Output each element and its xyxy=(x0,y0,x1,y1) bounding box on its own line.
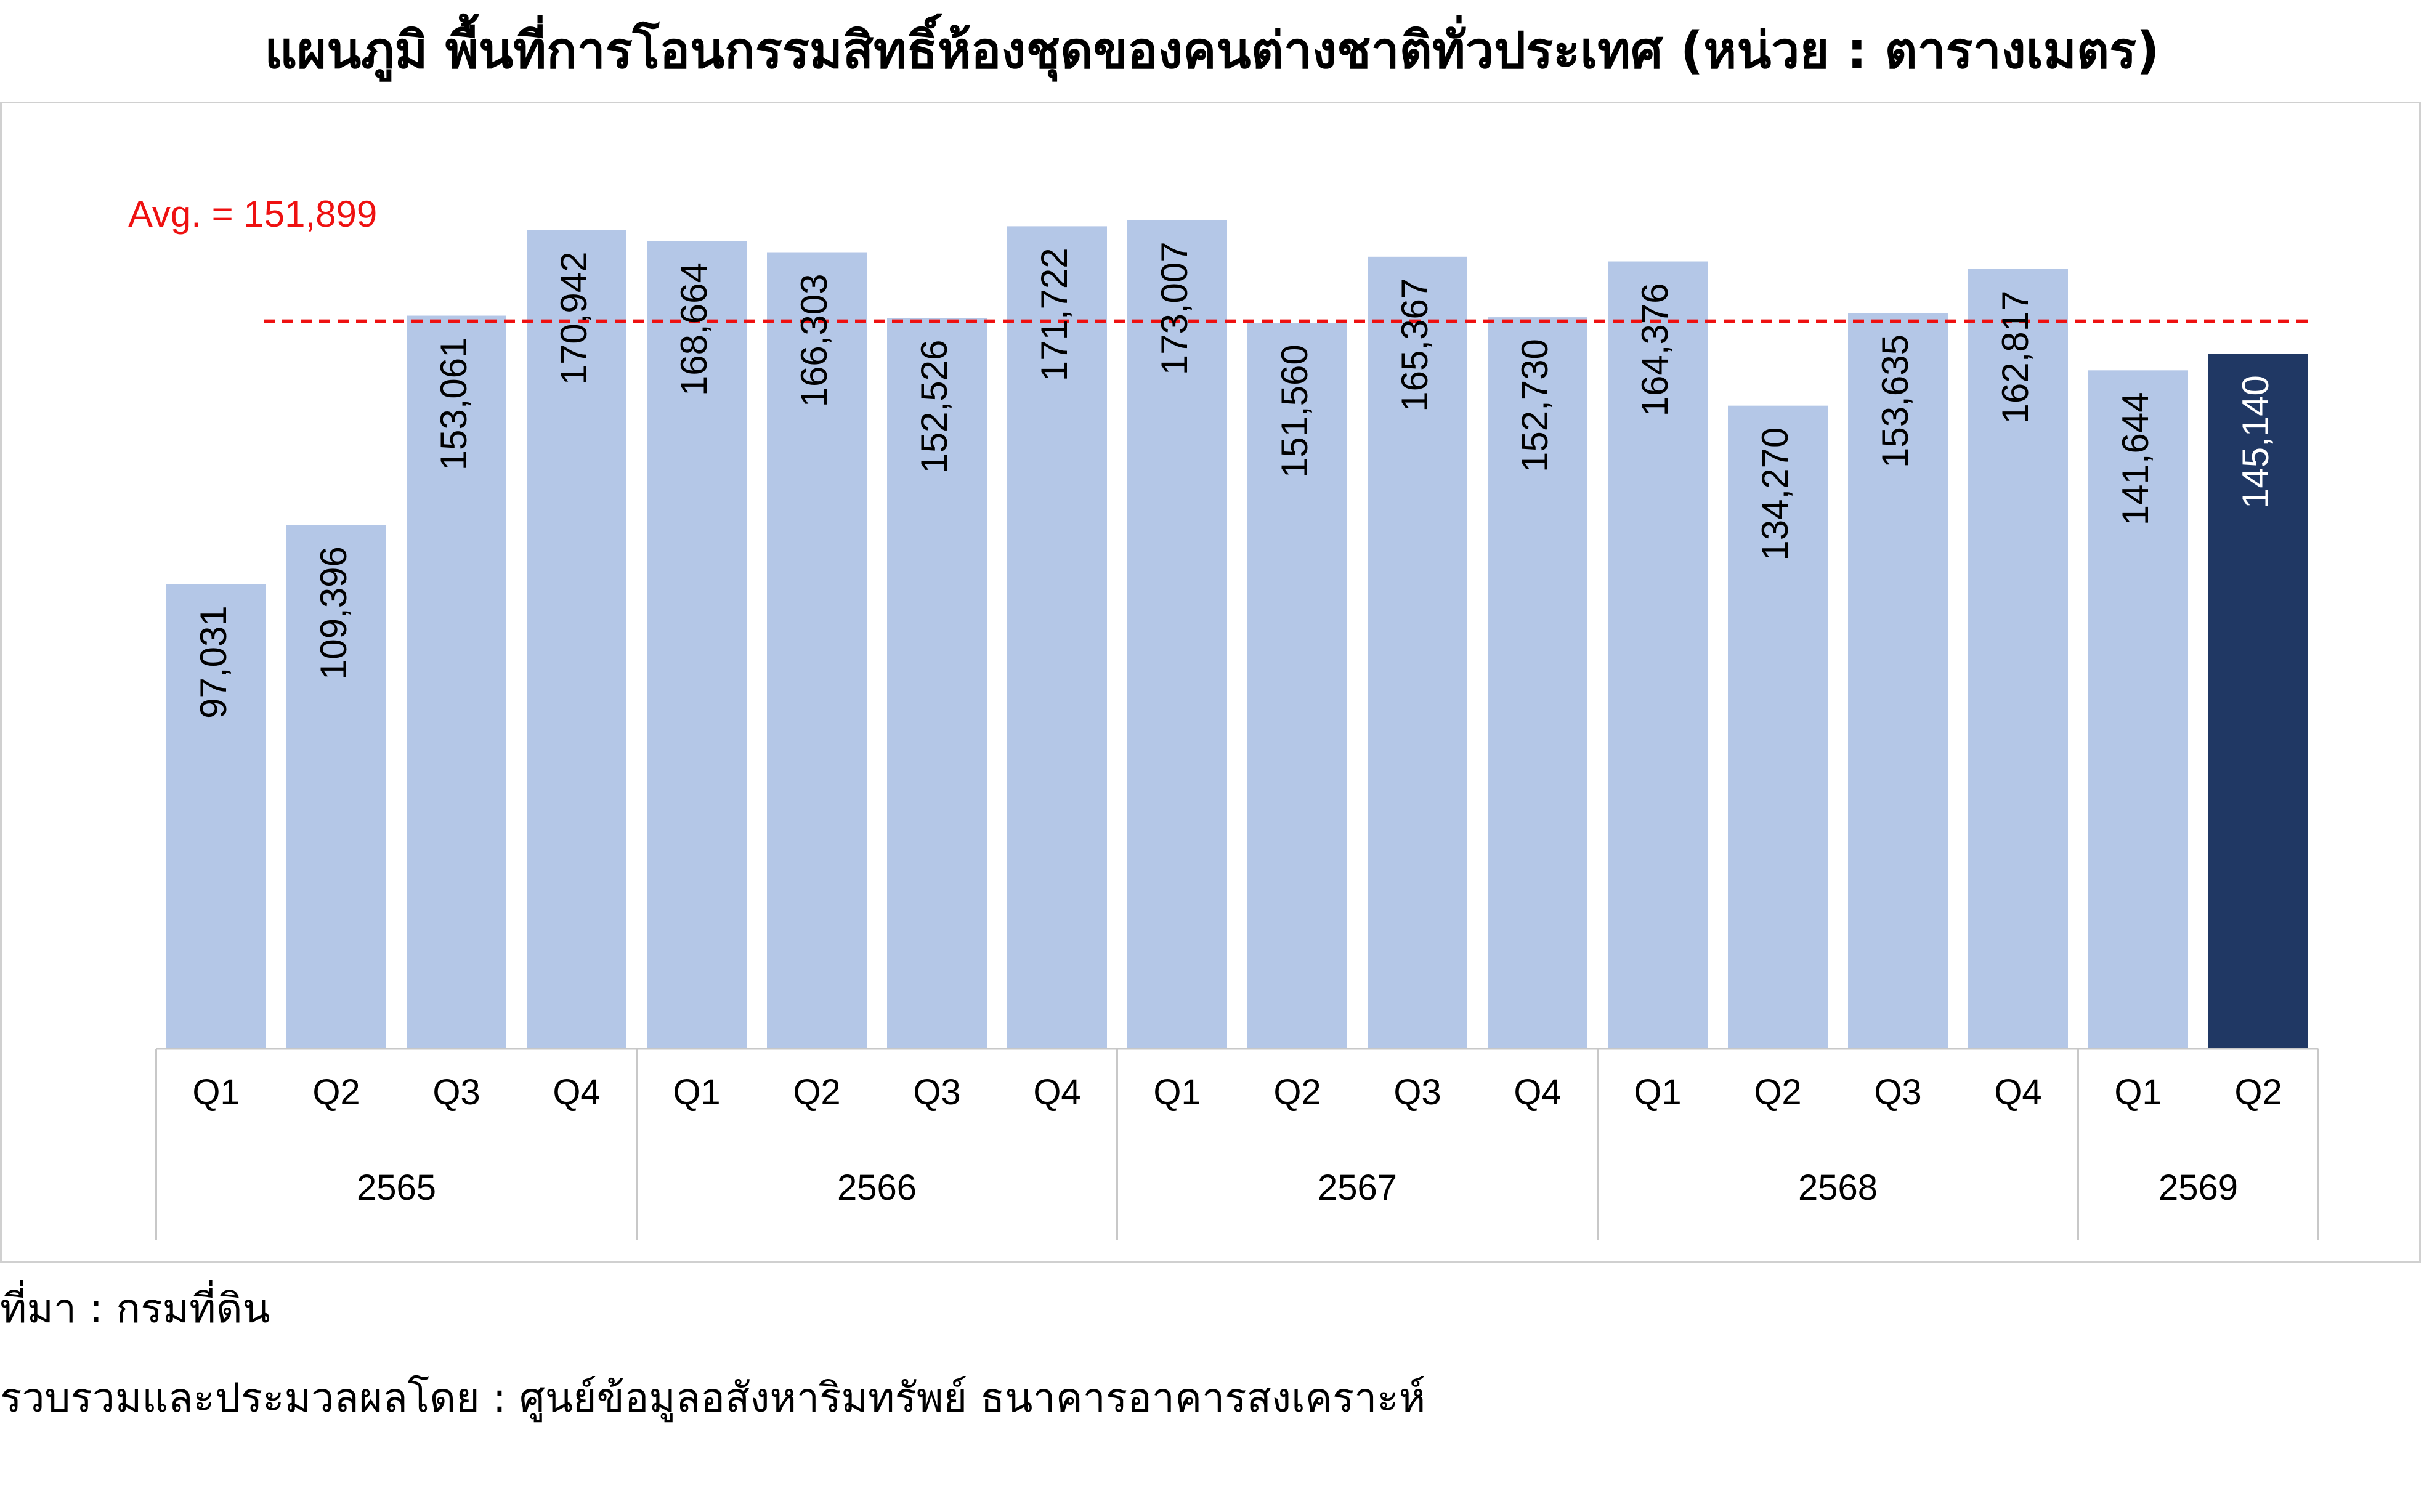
bar-value-label: 171,722 xyxy=(1034,248,1075,381)
bar-value-label: 109,396 xyxy=(313,546,354,680)
bar-value-label: 165,367 xyxy=(1394,278,1435,412)
quarter-tick-label: Q3 xyxy=(1393,1072,1441,1112)
bar-value-label: 162,817 xyxy=(1995,291,2036,424)
quarter-tick-label: Q4 xyxy=(1994,1072,2041,1112)
compiled-by-note: รวบรวมและประมวลผลโดย : ศูนย์ข้อมูลอสังหา… xyxy=(0,1374,1426,1421)
year-group-label: 2566 xyxy=(837,1168,917,1208)
bar-value-label: 168,664 xyxy=(673,262,715,396)
bar-value-label: 166,303 xyxy=(793,274,835,408)
bar xyxy=(1848,313,1948,1049)
bar xyxy=(887,318,987,1049)
bar xyxy=(1488,317,1587,1049)
quarter-tick-label: Q4 xyxy=(553,1072,600,1112)
quarter-tick-label: Q1 xyxy=(1634,1072,1681,1112)
bar-value-label: 141,644 xyxy=(2115,392,2156,525)
bar-value-label: 152,526 xyxy=(914,340,955,474)
quarter-tick-label: Q4 xyxy=(1514,1072,1561,1112)
bar xyxy=(286,525,386,1049)
category-axis: Q1 Q2 Q3 Q4 Q1 Q2 Q3 Q4 Q1 Q2 Q3 Q4 Q1 Q2 Q3 Q4 Q1 Q2 2565… xyxy=(155,1048,2319,1240)
source-note: ที่มา : กรมที่ดิน xyxy=(0,1285,270,1332)
bar xyxy=(2208,354,2308,1049)
quarter-tick-label: Q1 xyxy=(673,1072,720,1112)
bar-value-label: 153,635 xyxy=(1875,334,1916,468)
bar-value-label: 151,560 xyxy=(1274,344,1315,478)
bar xyxy=(527,230,626,1049)
bar xyxy=(1608,261,1708,1049)
quarter-tick-label: Q2 xyxy=(1273,1072,1321,1112)
bar xyxy=(166,584,266,1049)
bar xyxy=(1007,226,1107,1049)
chart-title: แผนภูมิ พื้นที่การโอนกรรมสิทธิ์ห้องชุดขอ… xyxy=(264,22,2160,80)
bar-value-label: 97,031 xyxy=(193,605,234,719)
bar-value-label: 173,007 xyxy=(1154,241,1195,375)
bar xyxy=(1728,405,1828,1049)
bar-value-label: 134,270 xyxy=(1754,427,1796,561)
quarter-tick-label: Q4 xyxy=(1033,1072,1080,1112)
bar xyxy=(1968,269,2068,1049)
average-layer: Avg. = 151,899 xyxy=(128,193,2315,323)
quarter-tick-label: Q2 xyxy=(2234,1072,2282,1112)
bar-value-label: 153,061 xyxy=(433,338,474,471)
bar xyxy=(407,315,506,1049)
bars-layer xyxy=(166,220,2308,1049)
value-labels-layer: 97,031 109,396 153,061 170,942 168,664 166,30… xyxy=(193,241,2276,718)
quarter-tick-label: Q2 xyxy=(312,1072,360,1112)
year-group-label: 2565 xyxy=(357,1168,436,1208)
year-group-label: 2569 xyxy=(2158,1168,2238,1208)
bar xyxy=(1368,256,1467,1049)
chart-frame: Avg. = 151,899 97,031 109,396 153,061 170,9… xyxy=(0,102,2421,1263)
average-label: Avg. = 151,899 xyxy=(128,193,377,235)
quarter-tick-label: Q1 xyxy=(1153,1072,1201,1112)
bar-value-label: 145,140 xyxy=(2235,375,2276,509)
bar xyxy=(1247,323,1347,1049)
bar xyxy=(2088,370,2188,1049)
bar-value-label: 170,942 xyxy=(553,251,594,385)
quarter-tick-label: Q3 xyxy=(432,1072,480,1112)
bar xyxy=(647,241,747,1049)
bar xyxy=(767,252,867,1049)
quarter-tick-label: Q1 xyxy=(2114,1072,2162,1112)
bar-value-label: 152,730 xyxy=(1514,339,1555,472)
bar-value-label: 164,376 xyxy=(1634,283,1676,417)
quarter-tick-label: Q2 xyxy=(1754,1072,1801,1112)
year-group-label: 2567 xyxy=(1318,1168,1397,1208)
quarter-tick-label: Q1 xyxy=(192,1072,240,1112)
quarter-tick-label: Q3 xyxy=(1874,1072,1921,1112)
bar-chart: Avg. = 151,899 97,031 109,396 153,061 170,9… xyxy=(128,193,2319,1240)
quarter-tick-label: Q2 xyxy=(793,1072,840,1112)
quarter-tick-label: Q3 xyxy=(913,1072,960,1112)
bar xyxy=(1127,220,1227,1049)
year-group-label: 2568 xyxy=(1798,1168,1878,1208)
